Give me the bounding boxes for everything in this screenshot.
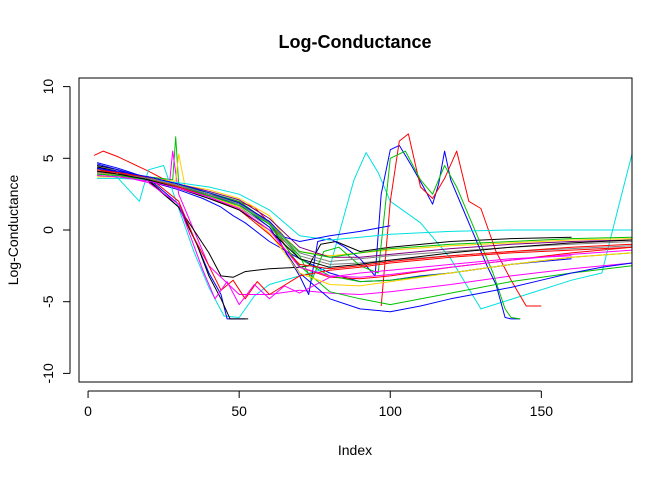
x-tick-label: 150 [530, 403, 554, 419]
series-group [93, 133, 632, 320]
series-line-12 [380, 133, 542, 307]
x-tick-label: 100 [379, 403, 403, 419]
series-line-18 [97, 172, 572, 306]
series-line-26 [97, 175, 632, 278]
series-line-21 [97, 167, 391, 242]
series-line-4 [96, 152, 632, 318]
y-axis: -10 -5 0 5 10 [40, 79, 71, 384]
y-tick-label: -10 [40, 363, 56, 383]
x-axis: 0 50 100 150 [84, 390, 554, 419]
y-tick-label: 10 [40, 79, 56, 95]
x-tick-label: 0 [84, 403, 92, 419]
x-axis-label: Index [338, 442, 372, 458]
y-tick-label: 0 [40, 226, 56, 234]
y-tick-label: 5 [40, 154, 56, 162]
y-axis-label: Log-Conductance [5, 175, 21, 286]
series-line-11 [96, 144, 521, 320]
series-line-17 [97, 170, 632, 300]
y-tick-label: -5 [40, 295, 56, 308]
series-line-25 [97, 170, 632, 268]
plot-frame [78, 77, 633, 383]
series-line-6 [97, 153, 632, 257]
x-tick-label: 50 [231, 403, 247, 419]
chart-title: Log-Conductance [279, 32, 432, 52]
